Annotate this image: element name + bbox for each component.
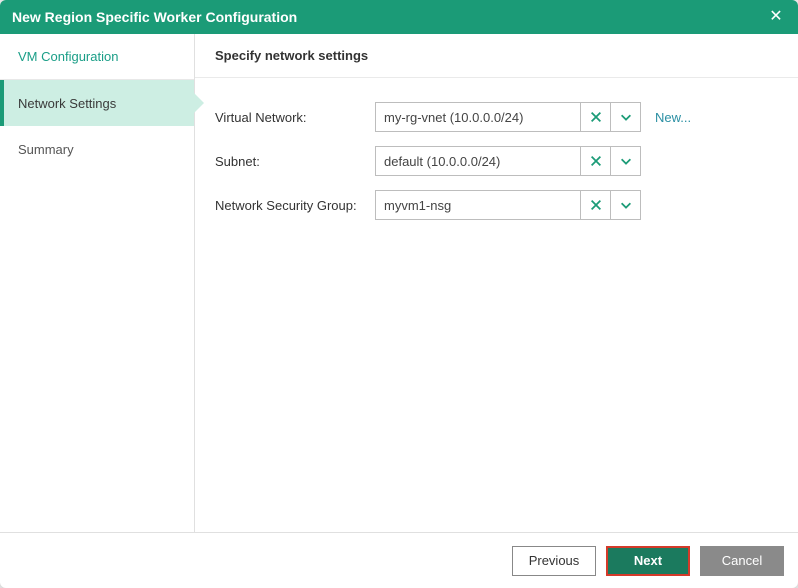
dropdown-icon[interactable] (610, 147, 640, 175)
sidebar-step-summary[interactable]: Summary (0, 126, 194, 172)
dropdown-icon[interactable] (610, 103, 640, 131)
dialog-footer: Previous Next Cancel (0, 532, 798, 588)
next-button[interactable]: Next (606, 546, 690, 576)
link-new-virtual-network[interactable]: New... (655, 110, 691, 125)
label-virtual-network: Virtual Network: (215, 110, 375, 125)
sidebar-step-network-settings[interactable]: Network Settings (0, 80, 194, 126)
combo-virtual-network[interactable]: my-rg-vnet (10.0.0.0/24) (375, 102, 641, 132)
row-virtual-network: Virtual Network: my-rg-vnet (10.0.0.0/24… (215, 102, 778, 132)
sidebar-step-label: Network Settings (18, 96, 116, 111)
titlebar: New Region Specific Worker Configuration… (0, 0, 798, 34)
close-icon[interactable]: ✕ (766, 9, 786, 25)
clear-icon[interactable] (580, 147, 610, 175)
chevron-down-icon (619, 198, 633, 212)
chevron-down-icon (619, 154, 633, 168)
chevron-down-icon (619, 110, 633, 124)
dialog-body: VM Configuration Network Settings Summar… (0, 34, 798, 532)
form-area: Virtual Network: my-rg-vnet (10.0.0.0/24… (195, 78, 798, 532)
combo-virtual-network-value: my-rg-vnet (10.0.0.0/24) (376, 103, 580, 131)
row-subnet: Subnet: default (10.0.0.0/24) (215, 146, 778, 176)
main-panel: Specify network settings Virtual Network… (195, 34, 798, 532)
sidebar-step-label: VM Configuration (18, 49, 118, 64)
wizard-sidebar: VM Configuration Network Settings Summar… (0, 34, 195, 532)
combo-subnet[interactable]: default (10.0.0.0/24) (375, 146, 641, 176)
dialog-title: New Region Specific Worker Configuration (12, 9, 297, 25)
x-icon (589, 154, 603, 168)
row-nsg: Network Security Group: myvm1-nsg (215, 190, 778, 220)
sidebar-step-vm-configuration[interactable]: VM Configuration (0, 34, 194, 80)
page-title: Specify network settings (195, 34, 798, 78)
combo-nsg[interactable]: myvm1-nsg (375, 190, 641, 220)
x-icon (589, 110, 603, 124)
sidebar-step-label: Summary (18, 142, 74, 157)
x-icon (589, 198, 603, 212)
combo-subnet-value: default (10.0.0.0/24) (376, 147, 580, 175)
dialog: New Region Specific Worker Configuration… (0, 0, 798, 588)
label-subnet: Subnet: (215, 154, 375, 169)
label-nsg: Network Security Group: (215, 198, 375, 213)
clear-icon[interactable] (580, 103, 610, 131)
dropdown-icon[interactable] (610, 191, 640, 219)
cancel-button[interactable]: Cancel (700, 546, 784, 576)
clear-icon[interactable] (580, 191, 610, 219)
previous-button[interactable]: Previous (512, 546, 596, 576)
combo-nsg-value: myvm1-nsg (376, 191, 580, 219)
